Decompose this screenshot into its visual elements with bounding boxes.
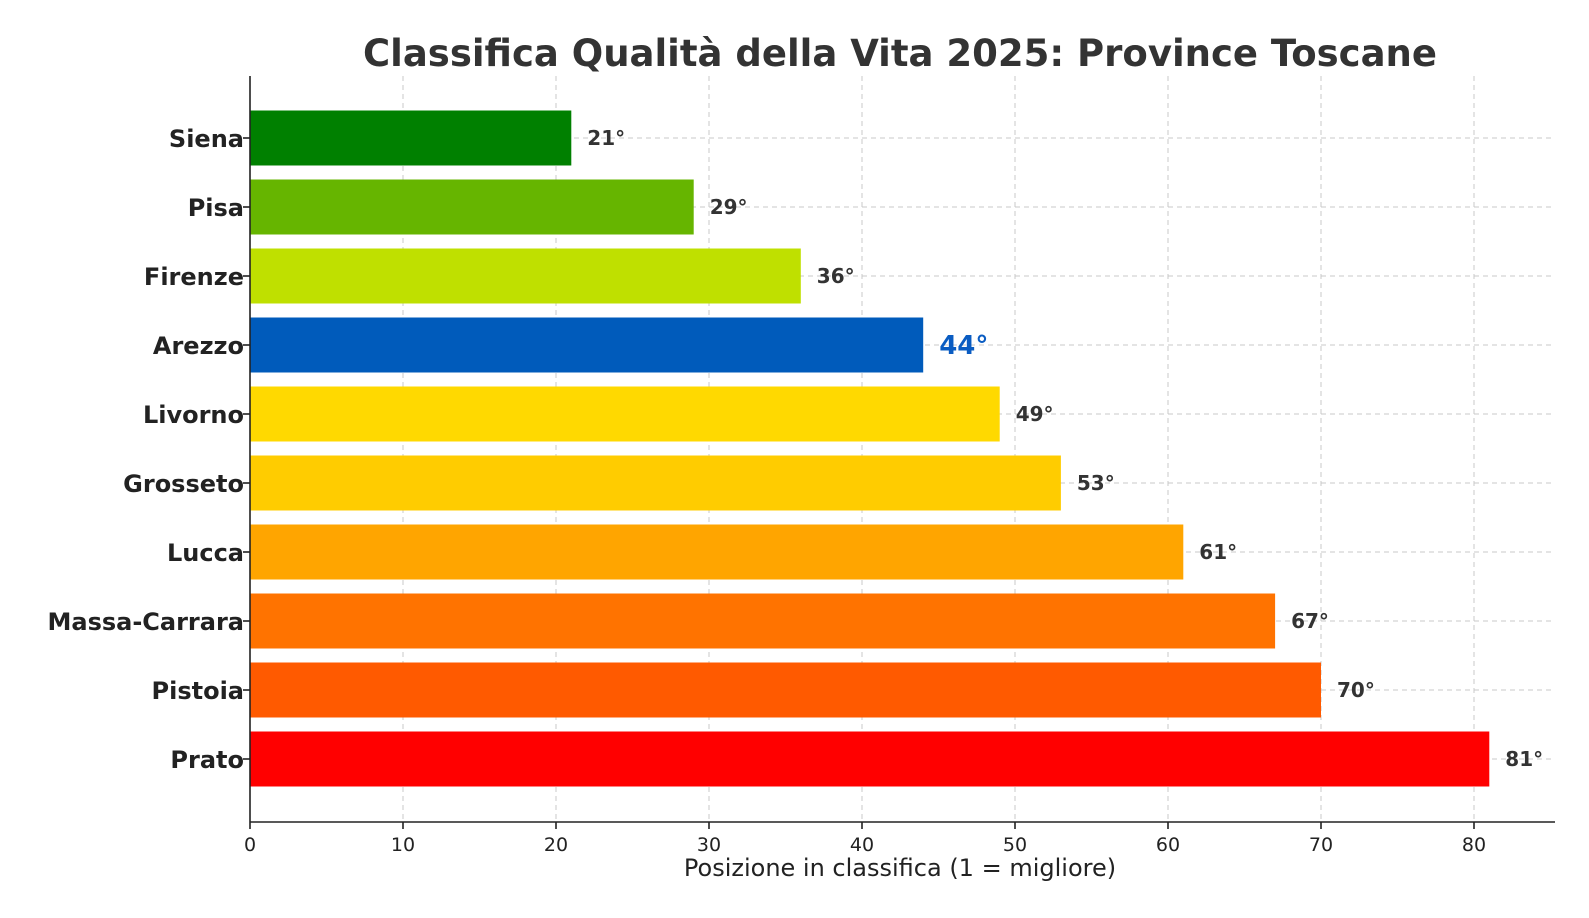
x-tick-label: 70 [1309, 834, 1333, 856]
x-tick-label: 50 [1003, 834, 1027, 856]
data-label: 67° [1291, 609, 1329, 633]
data-label: 81° [1505, 747, 1543, 771]
y-tick-label: Firenze [144, 263, 244, 291]
data-label: 44° [939, 331, 988, 361]
bar-pistoia [250, 662, 1321, 718]
chart-title: Classifica Qualità della Vita 2025: Prov… [363, 32, 1437, 75]
x-tick-label: 10 [391, 834, 415, 856]
bar-firenze [250, 248, 801, 304]
data-label: 21° [587, 126, 625, 150]
y-tick-label: Prato [170, 746, 244, 774]
bar-massa-carrara [250, 593, 1276, 649]
y-tick-label: Arezzo [153, 332, 244, 360]
x-axis-ticks: 0 10 20 30 40 50 60 70 80 [244, 822, 1486, 856]
x-tick-label: 40 [850, 834, 874, 856]
y-tick-label: Massa-Carrara [47, 608, 244, 636]
x-tick-label: 60 [1156, 834, 1180, 856]
data-label: 61° [1199, 540, 1237, 564]
x-tick-label: 80 [1462, 834, 1486, 856]
data-labels: 21° 29° 36° 44° 49° 53° 61° 67° 70° 81° [587, 126, 1543, 771]
x-tick-label: 0 [244, 834, 256, 856]
data-label: 49° [1016, 402, 1054, 426]
bar-prato [250, 731, 1490, 787]
bar-arezzo [250, 317, 924, 373]
y-tick-label: Siena [169, 125, 244, 153]
bar-pisa [250, 179, 694, 235]
y-tick-label: Livorno [143, 401, 244, 429]
x-tick-label: 20 [544, 834, 568, 856]
y-axis-labels: Siena Pisa Firenze Arezzo Livorno Grosseto Luc… [47, 125, 250, 774]
data-label: 53° [1077, 471, 1115, 495]
y-tick-label: Lucca [167, 539, 244, 567]
y-tick-label: Grosseto [123, 470, 244, 498]
bar-lucca [250, 524, 1184, 580]
data-label: 29° [710, 195, 748, 219]
bar-grosseto [250, 455, 1061, 511]
data-label: 70° [1337, 678, 1375, 702]
bars [250, 110, 1490, 787]
y-tick-label: Pisa [188, 194, 244, 222]
x-tick-label: 30 [697, 834, 721, 856]
y-tick-label: Pistoia [152, 677, 244, 705]
x-axis-label: Posizione in classifica (1 = migliore) [684, 854, 1116, 882]
data-label: 36° [817, 264, 855, 288]
bar-livorno [250, 386, 1000, 442]
bar-siena [250, 110, 572, 166]
